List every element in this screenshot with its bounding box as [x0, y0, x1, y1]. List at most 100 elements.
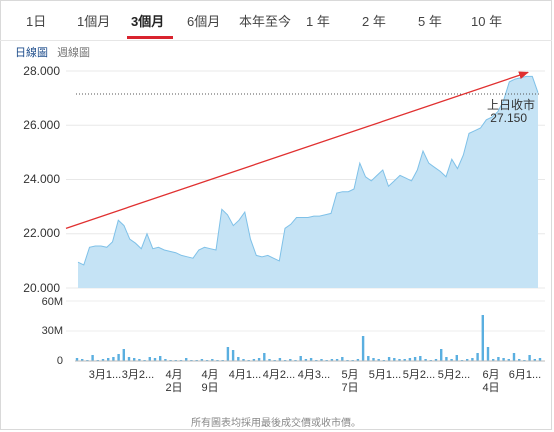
date-tick-label: 7日	[341, 382, 358, 394]
volume-bar	[476, 353, 479, 361]
tab-1-year[interactable]: 1 年	[306, 14, 330, 29]
date-tick-label: 4月	[201, 369, 218, 381]
date-tick-label: 5月	[341, 369, 358, 381]
volume-bar	[330, 359, 334, 361]
volume-bar	[538, 358, 542, 361]
volume-bars	[75, 315, 542, 361]
price-line	[77, 75, 539, 266]
volume-bar	[393, 358, 396, 361]
volume-bar	[91, 355, 94, 361]
volume-bar	[75, 358, 79, 361]
volume-bar	[117, 354, 120, 361]
volume-bar	[164, 359, 167, 361]
volume-bar	[289, 359, 292, 361]
volume-bar	[185, 358, 188, 361]
volume-bar	[335, 359, 339, 361]
volume-bar	[268, 359, 271, 361]
volume-bar	[367, 356, 370, 361]
price-tick-label: 20.000	[23, 281, 60, 295]
volume-bar	[403, 359, 406, 361]
volume-bar	[481, 315, 484, 361]
volume-bar	[257, 358, 261, 361]
volume-bar	[377, 359, 380, 361]
volume-bar	[153, 358, 157, 361]
price-tick-label: 22.000	[23, 226, 60, 240]
volume-bar	[492, 359, 495, 361]
price-tick-label: 26.000	[23, 118, 60, 132]
volume-bar	[372, 358, 375, 361]
volume-bar	[263, 353, 266, 361]
date-tick-label: 5月2...	[438, 369, 470, 381]
volume-bar	[159, 356, 162, 361]
tab-1-day[interactable]: 1日	[26, 14, 47, 29]
volume-bar	[122, 349, 125, 361]
date-tick-label: 4月1...	[229, 369, 261, 381]
volume-bar	[398, 359, 401, 361]
volume-bar	[237, 357, 240, 361]
tab-6-months[interactable]: 6個月	[187, 14, 221, 29]
volume-bar	[471, 358, 474, 361]
date-tick-label: 5月1...	[369, 369, 401, 381]
active-tab-underline	[127, 36, 173, 39]
volume-bar	[486, 347, 490, 361]
volume-bar	[361, 336, 365, 361]
volume-bar	[466, 359, 469, 361]
volume-bar	[408, 358, 412, 361]
volume-bar	[138, 359, 141, 361]
price-tick-label: 28.000	[23, 64, 60, 78]
date-tick-label: 9日	[201, 382, 218, 394]
volume-bar	[304, 359, 308, 361]
volume-bar	[512, 353, 516, 361]
volume-tick-label: 60M	[42, 296, 63, 308]
footer-note: 所有圖表均採用最後成交價或收市價。	[191, 418, 361, 429]
date-tick-label: 4月	[165, 369, 182, 381]
range-tabs: 1日 1個月 3個月 6個月 本年至今 1 年 2 年 5 年 10 年	[0, 0, 552, 41]
date-tick-label: 5月2...	[403, 369, 435, 381]
date-tick-label: 4月3...	[298, 369, 330, 381]
volume-bar	[518, 359, 521, 361]
volume-bar	[278, 358, 282, 361]
volume-gridlines	[66, 300, 545, 332]
volume-bar	[81, 359, 84, 361]
volume-bar	[226, 347, 230, 361]
volume-bar	[200, 359, 204, 361]
tab-3-months[interactable]: 3個月	[131, 14, 165, 29]
tab-2-years[interactable]: 2 年	[362, 14, 386, 29]
volume-tick-label: 0	[57, 355, 63, 367]
volume-bar	[424, 359, 427, 361]
volume-bar	[497, 357, 500, 361]
date-tick-label: 6月	[482, 369, 499, 381]
date-axis: 3月1... 3月2... 4月 2日 4月 9日 4月1... 4月2... …	[89, 369, 541, 394]
tab-10-years[interactable]: 10 年	[471, 14, 503, 29]
volume-bar	[356, 359, 360, 361]
date-tick-label: 3月2...	[122, 369, 154, 381]
volume-bar	[127, 357, 131, 361]
volume-bar	[231, 350, 235, 361]
volume-bar	[320, 359, 323, 361]
volume-bar	[211, 359, 214, 361]
volume-bar	[133, 358, 136, 361]
tab-1-month[interactable]: 1個月	[77, 14, 111, 29]
volume-bar	[455, 355, 458, 361]
volume-bar	[528, 355, 531, 361]
weekly-chart-tab[interactable]: 週線圖	[57, 47, 91, 59]
volume-bar	[502, 358, 505, 361]
volume-tick-label: 30M	[42, 325, 63, 337]
volume-bar	[242, 359, 245, 361]
daily-chart-tab[interactable]: 日線圖	[15, 47, 48, 59]
volume-bar	[450, 359, 453, 361]
volume-bar	[413, 357, 417, 361]
previous-close-value: 27.150	[490, 111, 527, 125]
volume-bar	[434, 359, 438, 361]
tab-5-years[interactable]: 5 年	[418, 14, 442, 29]
volume-bar	[252, 359, 256, 361]
previous-close-label: 上日收市	[487, 97, 535, 112]
price-area	[78, 76, 538, 289]
volume-bar	[387, 357, 391, 361]
volume-bar	[101, 359, 105, 361]
date-tick-label: 4月2...	[263, 369, 295, 381]
tab-year-to-date[interactable]: 本年至今	[239, 14, 292, 29]
volume-bar	[309, 358, 313, 361]
volume-bar	[419, 356, 422, 361]
